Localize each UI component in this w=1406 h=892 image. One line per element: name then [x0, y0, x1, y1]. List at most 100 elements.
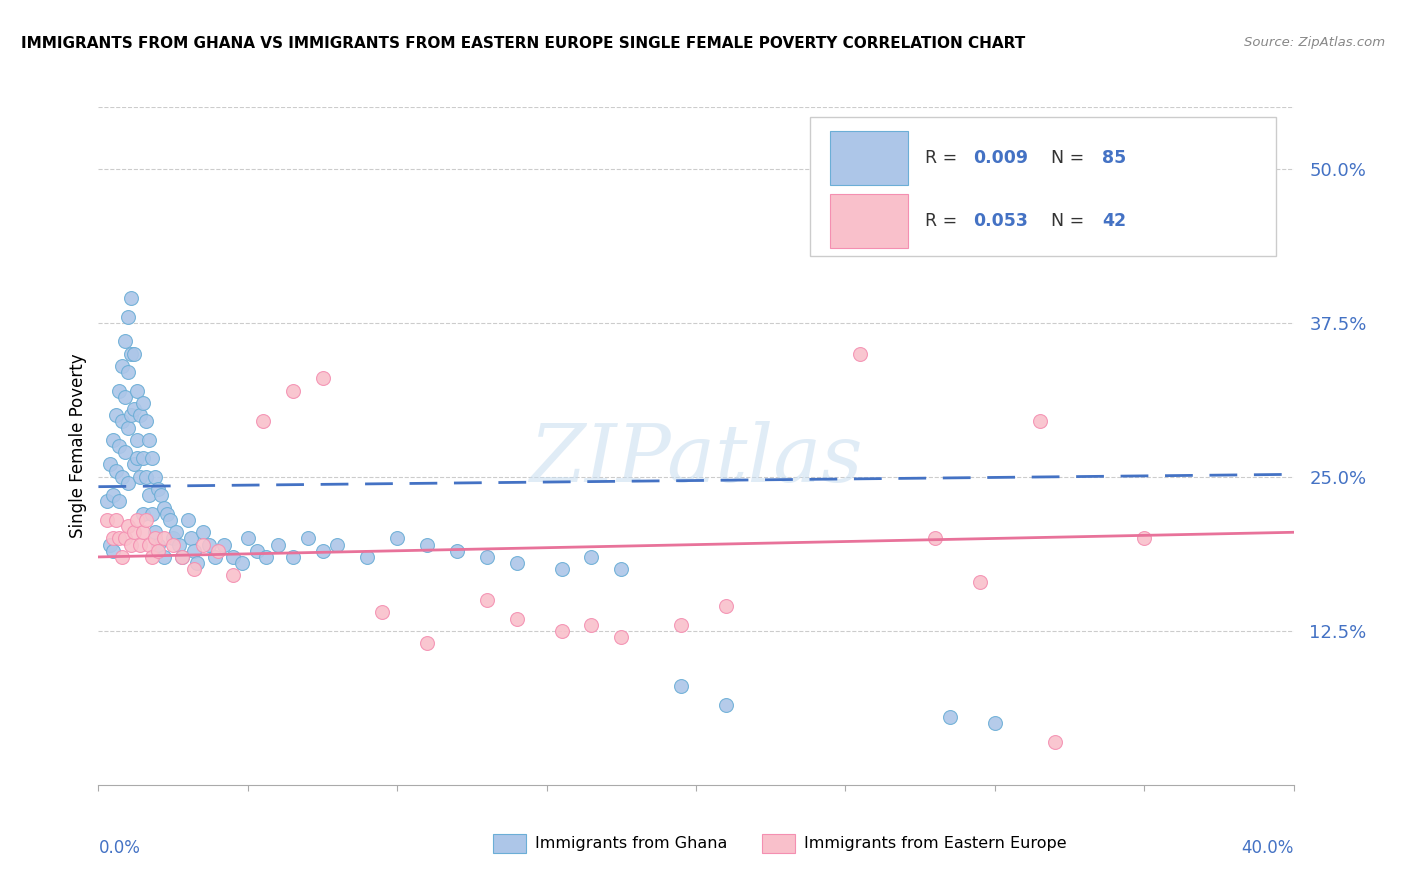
Point: [117, 475, 139, 490]
Point: [148, 543, 170, 558]
Point: [246, 543, 269, 558]
Point: [212, 538, 235, 552]
Bar: [762, 834, 796, 853]
Point: [120, 291, 142, 305]
Point: [105, 464, 128, 478]
Point: [191, 538, 214, 552]
Text: Immigrants from Eastern Europe: Immigrants from Eastern Europe: [804, 836, 1066, 851]
Text: Immigrants from Ghana: Immigrants from Ghana: [534, 836, 727, 851]
Text: N =: N =: [1050, 149, 1090, 167]
Point: [108, 384, 131, 398]
Point: [183, 562, 205, 576]
Point: [132, 525, 155, 540]
Text: IMMIGRANTS FROM GHANA VS IMMIGRANTS FROM EASTERN EUROPE SINGLE FEMALE POVERTY CO: IMMIGRANTS FROM GHANA VS IMMIGRANTS FROM…: [21, 36, 1025, 51]
Point: [371, 606, 394, 620]
Point: [446, 543, 468, 558]
FancyBboxPatch shape: [810, 117, 1275, 256]
Point: [475, 549, 498, 564]
Point: [153, 532, 176, 546]
Point: [849, 346, 872, 360]
Point: [281, 384, 304, 398]
Point: [1133, 532, 1156, 546]
Point: [153, 500, 176, 515]
Point: [714, 698, 737, 712]
Point: [124, 346, 146, 360]
Point: [550, 624, 572, 638]
Point: [129, 408, 152, 422]
Point: [198, 538, 221, 552]
Point: [326, 538, 349, 552]
Point: [581, 549, 603, 564]
Point: [98, 538, 122, 552]
Text: N =: N =: [1050, 212, 1090, 230]
Text: 0.053: 0.053: [973, 212, 1028, 230]
Point: [714, 599, 737, 614]
Point: [96, 513, 118, 527]
Point: [98, 458, 122, 472]
Point: [117, 310, 139, 324]
Point: [135, 513, 157, 527]
Point: [172, 549, 194, 564]
Point: [108, 439, 131, 453]
Point: [103, 433, 125, 447]
Point: [132, 396, 155, 410]
Point: [153, 549, 176, 564]
Point: [581, 617, 603, 632]
Point: [475, 593, 498, 607]
Text: R =: R =: [925, 212, 963, 230]
Point: [167, 538, 190, 552]
Point: [159, 513, 181, 527]
Point: [108, 494, 131, 508]
Point: [156, 507, 179, 521]
Bar: [830, 194, 907, 248]
Point: [162, 538, 184, 552]
Point: [183, 543, 205, 558]
Point: [132, 451, 155, 466]
Point: [669, 679, 692, 693]
Point: [254, 549, 277, 564]
Point: [984, 716, 1007, 731]
Point: [114, 532, 136, 546]
Point: [129, 470, 152, 484]
Point: [138, 488, 160, 502]
Point: [143, 470, 166, 484]
Point: [111, 549, 134, 564]
Text: Source: ZipAtlas.com: Source: ZipAtlas.com: [1244, 36, 1385, 49]
Point: [1028, 414, 1050, 428]
Point: [172, 549, 194, 564]
Point: [103, 543, 125, 558]
Point: [132, 507, 155, 521]
Point: [141, 549, 163, 564]
Point: [207, 543, 229, 558]
Point: [96, 494, 118, 508]
Point: [120, 346, 142, 360]
Point: [506, 611, 529, 625]
Point: [105, 408, 128, 422]
Text: 0.009: 0.009: [973, 149, 1028, 167]
Point: [297, 532, 319, 546]
Point: [186, 556, 208, 570]
Point: [550, 562, 572, 576]
Point: [177, 513, 200, 527]
Point: [127, 384, 149, 398]
Point: [180, 532, 202, 546]
Point: [135, 414, 157, 428]
Y-axis label: Single Female Poverty: Single Female Poverty: [69, 354, 87, 538]
Text: R =: R =: [925, 149, 963, 167]
Point: [252, 414, 274, 428]
Point: [127, 451, 149, 466]
Point: [148, 482, 170, 496]
Point: [204, 549, 226, 564]
Point: [114, 390, 136, 404]
Point: [120, 408, 142, 422]
Point: [148, 538, 170, 552]
Point: [138, 538, 160, 552]
Text: 42: 42: [1102, 212, 1126, 230]
Point: [117, 365, 139, 379]
Point: [416, 636, 439, 650]
Point: [143, 532, 166, 546]
Point: [416, 538, 439, 552]
Point: [222, 568, 245, 582]
Point: [610, 630, 633, 644]
Point: [114, 445, 136, 459]
